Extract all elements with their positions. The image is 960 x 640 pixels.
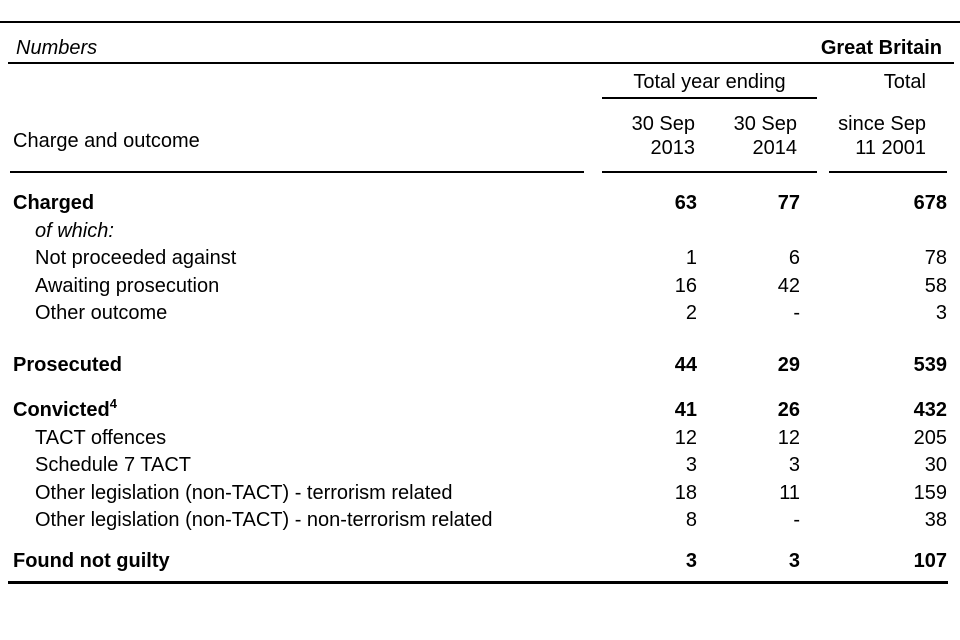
value-total-since-2001: 159	[913, 481, 947, 504]
column-group-underline	[602, 97, 817, 99]
header-rule-left	[10, 171, 584, 173]
top-rule	[0, 21, 960, 23]
col-total-header-line1: Total	[883, 71, 926, 93]
row-label: Charged	[0, 190, 592, 218]
table-row: Other outcome 2 - 3	[0, 300, 947, 328]
value-year-2013: 3	[685, 549, 697, 572]
value-year-2014	[697, 218, 800, 246]
value-total-since-2001: 205	[913, 426, 947, 449]
table-section: Found not guilty 3 3 107	[0, 548, 947, 576]
value-year-2014: 42	[777, 274, 800, 297]
col-2014-header-line2: 2014	[752, 137, 798, 159]
value-total-since-2001: 539	[913, 353, 947, 376]
row-label: Other legislation (non-TACT) - non-terro…	[0, 507, 592, 535]
value-year-2013: 3	[685, 454, 697, 476]
table-row: Awaiting prosecution 16 42 58	[0, 273, 947, 301]
value-total-since-2001: 107	[913, 549, 947, 572]
row-label-text: Other legislation (non-TACT) - non-terro…	[35, 509, 493, 531]
row-label: Other outcome	[0, 300, 592, 328]
bottom-rule	[8, 581, 948, 584]
header-rule-middle	[602, 171, 817, 173]
value-year-2014: 29	[777, 353, 800, 376]
col-2014-header-line1: 30 Sep	[733, 113, 797, 135]
region-label: Great Britain	[820, 37, 942, 59]
value-year-2013: 8	[685, 509, 697, 531]
value-year-2014: -	[793, 302, 800, 324]
table-row: TACT offences 12 12 205	[0, 425, 947, 453]
value-year-2014: 3	[788, 549, 800, 572]
value-year-2014: 6	[788, 247, 800, 269]
table-row: Other legislation (non-TACT) - terrorism…	[0, 480, 947, 508]
row-label-text: Convicted	[13, 399, 110, 421]
table-row: Found not guilty 3 3 107	[0, 548, 947, 576]
value-total-since-2001: 432	[913, 399, 947, 421]
value-year-2013: 41	[674, 399, 697, 421]
table-row: Other legislation (non-TACT) - non-terro…	[0, 507, 947, 535]
col-total-header-line3: 11 2001	[855, 137, 926, 159]
value-total-since-2001: 3	[935, 302, 947, 324]
row-label: Found not guilty	[0, 548, 592, 576]
table-row: Convicted4 41 26 432	[0, 397, 947, 425]
table-section: Prosecuted 44 29 539	[0, 352, 947, 380]
value-year-2013	[592, 218, 697, 246]
value-year-2014: 12	[777, 426, 800, 449]
units-label: Numbers	[16, 37, 98, 59]
table-row: Schedule 7 TACT 3 3 30	[0, 452, 947, 480]
col-2013-header-line1: 30 Sep	[631, 113, 695, 135]
table-body: Charged 63 77 678 of which: Not proceede…	[0, 190, 947, 575]
table-row: Not proceeded against 1 6 78	[0, 245, 947, 273]
row-label: Other legislation (non-TACT) - terrorism…	[0, 480, 592, 508]
row-label: Awaiting prosecution	[0, 273, 592, 301]
row-label: Prosecuted	[0, 352, 592, 380]
table-section: Convicted4 41 26 432 TACT offences 12 12…	[0, 397, 947, 535]
row-label: Convicted4	[0, 397, 592, 425]
value-total-since-2001: 78	[924, 247, 947, 269]
row-label-text: Other legislation (non-TACT) - terrorism…	[35, 481, 453, 504]
value-year-2014: 3	[788, 454, 800, 476]
value-year-2013: 1	[685, 247, 697, 269]
table-section: Charged 63 77 678 of which: Not proceede…	[0, 190, 947, 328]
row-label-text: Charged	[13, 192, 95, 214]
row-label-text: Not proceeded against	[35, 247, 237, 269]
table-row: Charged 63 77 678	[0, 190, 947, 218]
column-group-header: Total year ending	[633, 71, 786, 93]
row-label-text: Found not guilty	[13, 549, 170, 572]
value-year-2013: 44	[674, 353, 697, 376]
table-row: of which:	[0, 218, 947, 246]
row-label-text: Schedule 7 TACT	[35, 454, 192, 476]
value-year-2014: 77	[777, 192, 800, 214]
value-total-since-2001: 30	[924, 454, 947, 476]
value-year-2013: 18	[674, 481, 697, 504]
value-year-2013: 12	[674, 426, 697, 449]
row-label-text: Prosecuted	[13, 353, 122, 376]
value-year-2014: 11	[779, 481, 800, 504]
row-label-text: Other outcome	[35, 302, 168, 324]
row-label: TACT offences	[0, 425, 592, 453]
row-label-footnote-marker: 4	[109, 396, 117, 411]
value-total-since-2001: 58	[924, 274, 947, 297]
row-header-label: Charge and outcome	[13, 130, 200, 152]
value-total-since-2001: 38	[924, 509, 947, 531]
row-label: of which:	[0, 218, 592, 246]
row-label: Not proceeded against	[0, 245, 592, 273]
value-total-since-2001	[800, 218, 947, 246]
row-label-text: TACT offences	[35, 426, 167, 449]
value-year-2013: 63	[674, 192, 697, 214]
table-row: Prosecuted 44 29 539	[0, 352, 947, 380]
col-2013-header-line2: 2013	[650, 137, 696, 159]
header-rule-right	[829, 171, 947, 173]
value-year-2014: -	[793, 509, 800, 531]
value-year-2013: 16	[674, 274, 697, 297]
value-year-2014: 26	[777, 399, 800, 421]
caption-rule	[8, 62, 954, 64]
row-label-text: Awaiting prosecution	[35, 274, 220, 297]
row-label-text: of which:	[35, 219, 114, 242]
row-label: Schedule 7 TACT	[0, 452, 592, 480]
value-total-since-2001: 678	[913, 192, 947, 214]
value-year-2013: 2	[685, 302, 697, 324]
col-total-header-line2: since Sep	[838, 113, 926, 135]
